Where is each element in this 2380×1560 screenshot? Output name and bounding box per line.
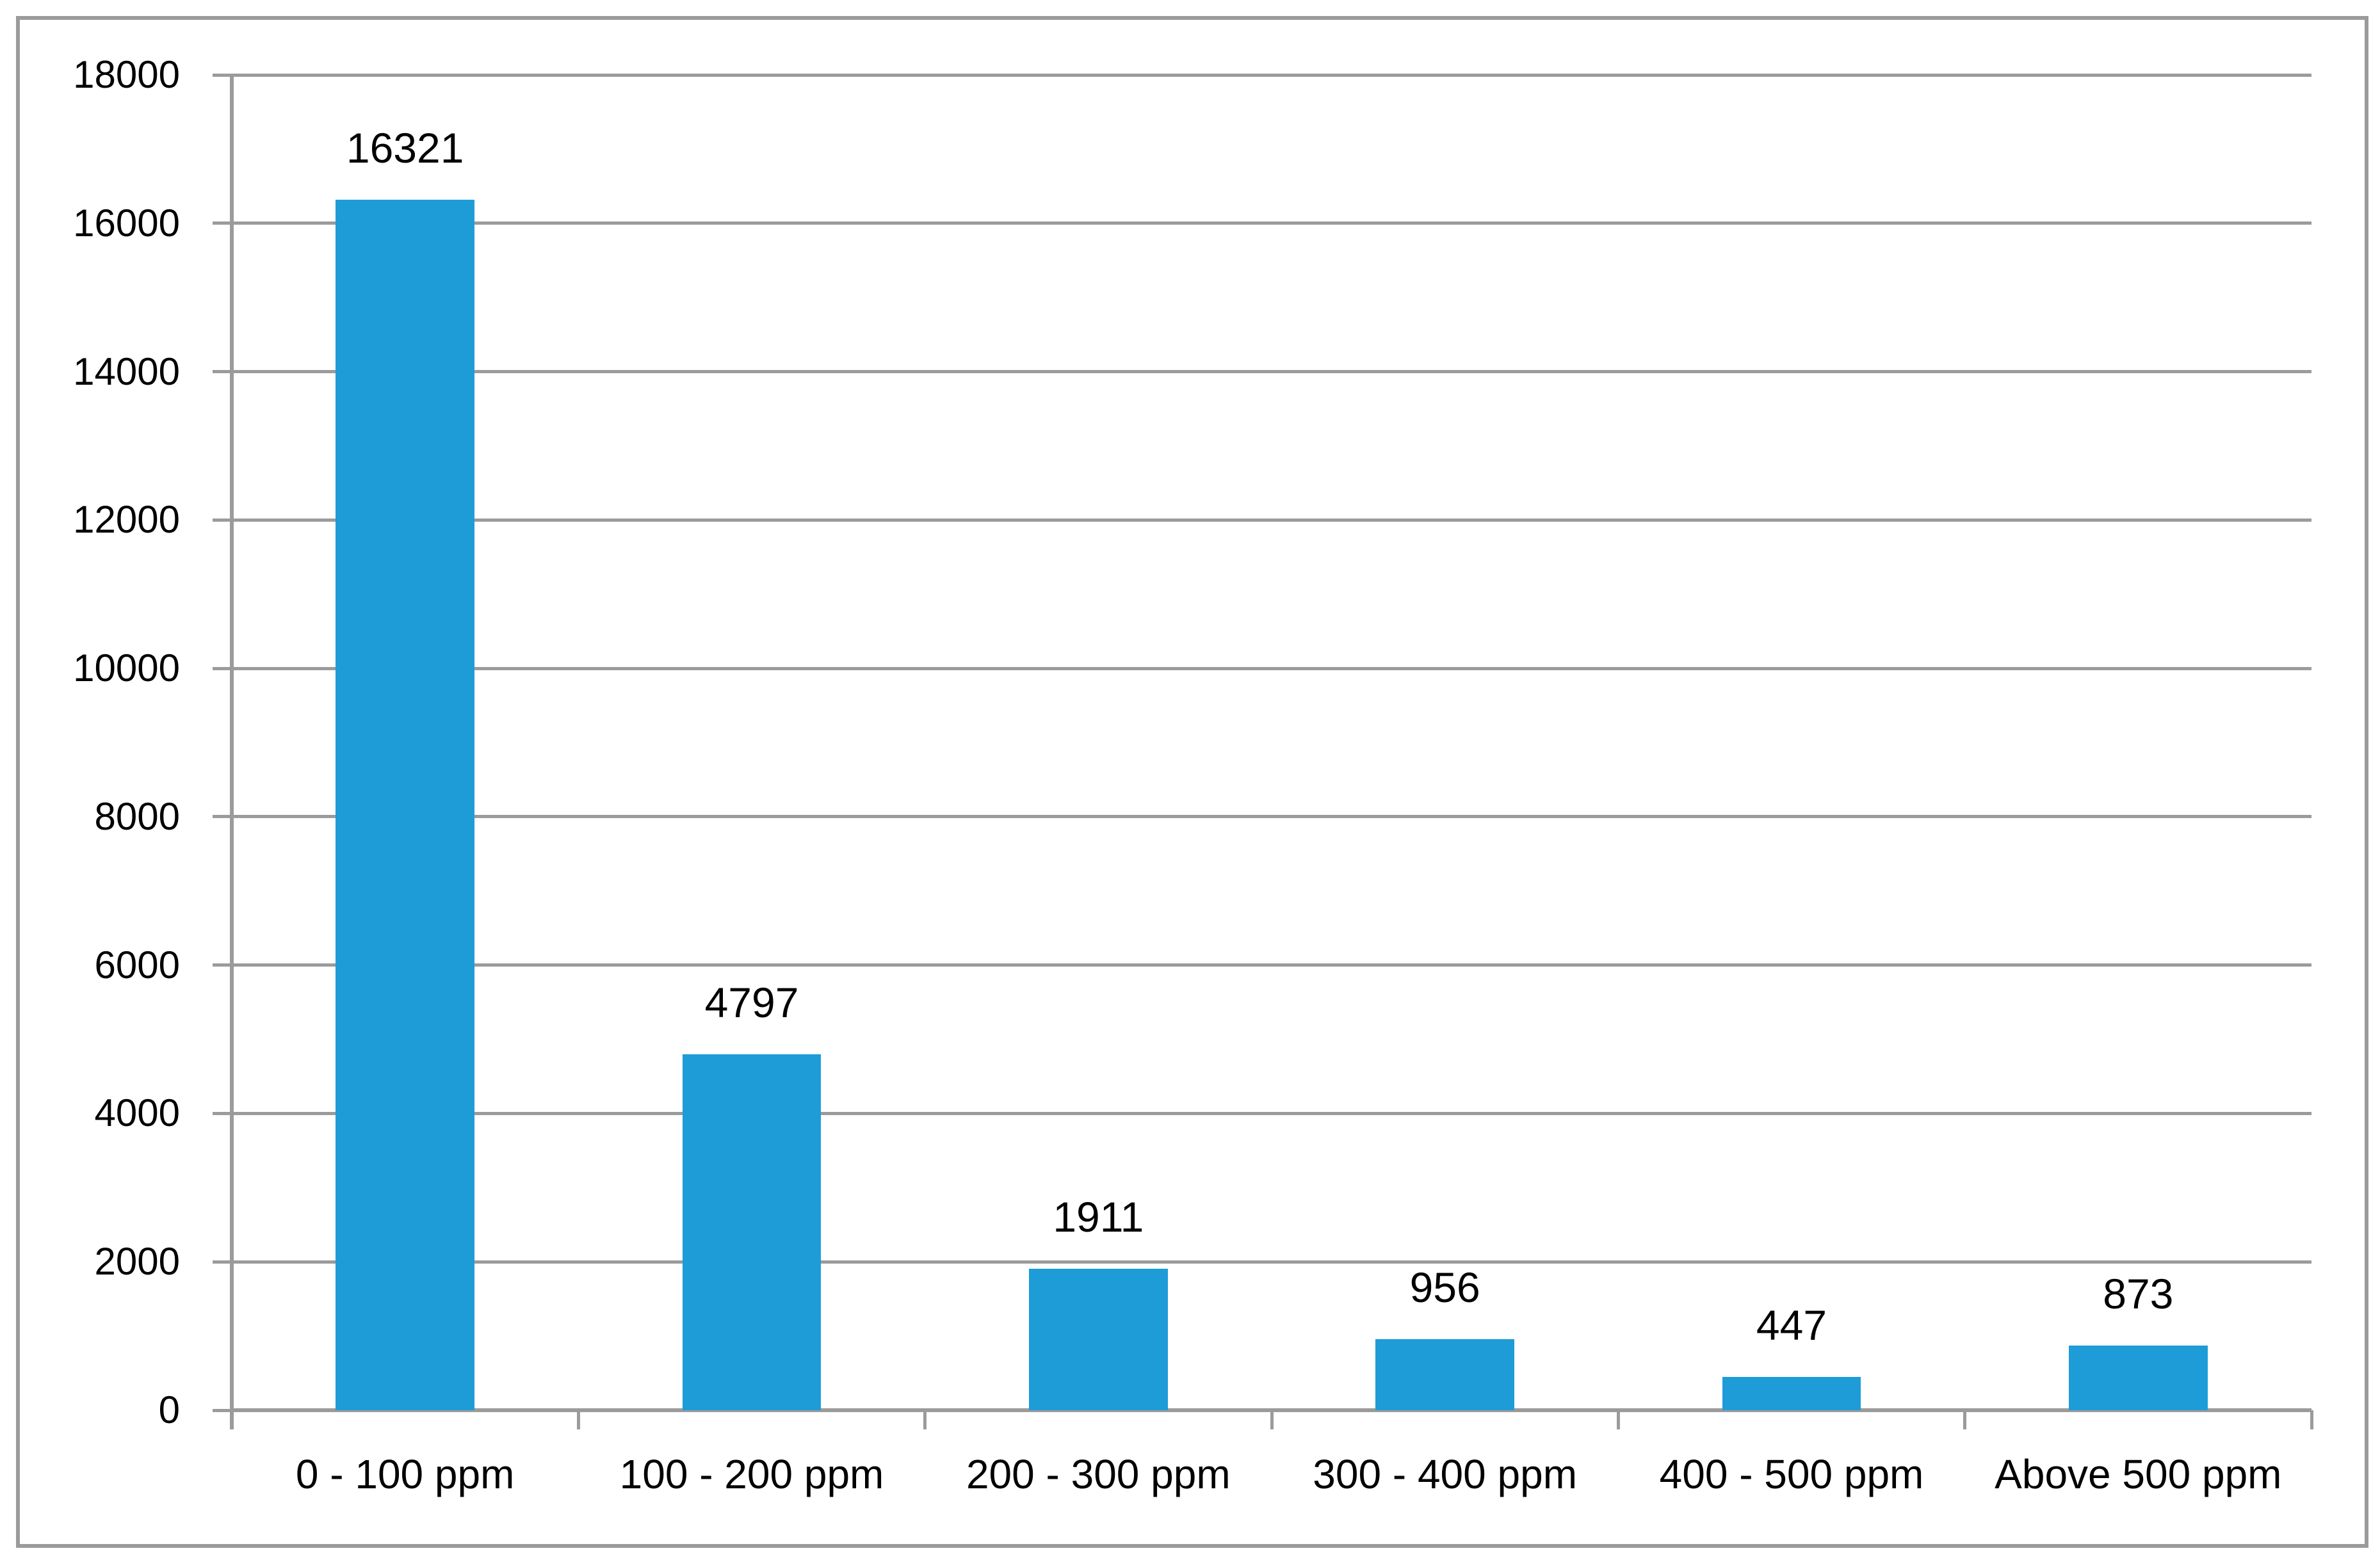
y-tick-label: 4000 [94, 1091, 180, 1135]
x-category-label: Above 500 ppm [1995, 1451, 2282, 1497]
y-axis-tick [213, 963, 232, 967]
bar [1029, 1268, 1168, 1410]
plot-area: 0 2000 4000 6000 8000 10000 12000 14000 16000 180… [20, 20, 2365, 1544]
y-axis-tick [213, 666, 232, 670]
data-label: 4797 [704, 979, 799, 1027]
x-axis-tick [1963, 1410, 1967, 1429]
y-tick-label: 6000 [94, 943, 180, 986]
y-tick-label: 0 [158, 1388, 180, 1431]
y-axis-tick [213, 1408, 232, 1412]
y-axis-tick [213, 518, 232, 522]
y-tick-label: 10000 [73, 647, 180, 690]
y-axis-tick [213, 221, 232, 225]
gridline [232, 1111, 2311, 1115]
x-category-label: 100 - 200 ppm [619, 1451, 884, 1497]
data-label: 1911 [1053, 1193, 1144, 1241]
gridline [232, 370, 2311, 374]
data-label: 873 [2103, 1269, 2174, 1317]
x-category-label: 300 - 400 ppm [1313, 1451, 1578, 1497]
y-tick-label: 14000 [73, 350, 180, 393]
gridline [232, 221, 2311, 225]
data-label: 16321 [346, 124, 464, 172]
gridline [232, 815, 2311, 819]
gridline [232, 73, 2311, 77]
gridline [232, 518, 2311, 522]
y-tick-label: 16000 [73, 201, 180, 245]
x-axis-tick [2310, 1410, 2313, 1429]
x-axis-tick [230, 1410, 234, 1429]
y-axis-tick [213, 1260, 232, 1264]
chart-frame: 0 2000 4000 6000 8000 10000 12000 14000 16000 180… [16, 16, 2368, 1548]
bar [682, 1054, 822, 1410]
y-tick-label: 8000 [94, 794, 180, 838]
x-category-label: 0 - 100 ppm [295, 1451, 515, 1497]
y-axis-line [230, 75, 234, 1429]
x-category-label: 200 - 300 ppm [966, 1451, 1231, 1497]
bar [1722, 1377, 1861, 1410]
bar [336, 199, 474, 1410]
x-category-label: 400 - 500 ppm [1659, 1451, 1924, 1497]
data-label: 447 [1756, 1301, 1827, 1349]
x-axis-tick [1616, 1410, 1620, 1429]
y-axis-tick [213, 815, 232, 819]
y-axis-tick [213, 370, 232, 374]
x-axis-tick [923, 1410, 927, 1429]
bar [1375, 1339, 1514, 1410]
gridline [232, 666, 2311, 670]
bar [2069, 1345, 2208, 1410]
data-label: 956 [1409, 1264, 1480, 1312]
gridline [232, 963, 2311, 967]
y-tick-label: 18000 [73, 53, 180, 96]
gridline [232, 1260, 2311, 1264]
y-tick-label: 2000 [94, 1240, 180, 1283]
y-tick-label: 12000 [73, 498, 180, 542]
y-axis-tick [213, 73, 232, 77]
y-axis-tick [213, 1111, 232, 1115]
x-axis-tick [576, 1410, 580, 1429]
x-axis-tick [1270, 1410, 1274, 1429]
